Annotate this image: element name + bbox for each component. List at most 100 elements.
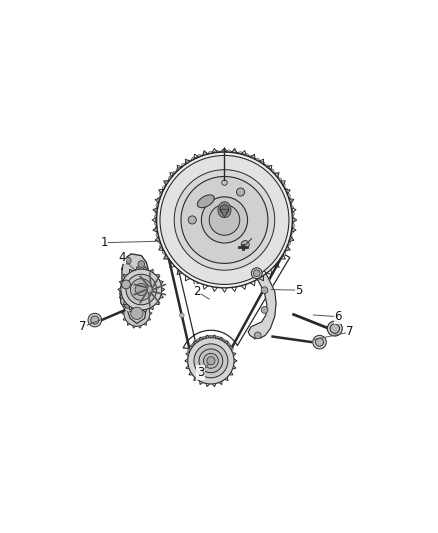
Circle shape <box>131 307 143 319</box>
Circle shape <box>180 313 184 318</box>
Circle shape <box>327 321 342 336</box>
Circle shape <box>289 229 294 234</box>
Circle shape <box>220 338 225 343</box>
Circle shape <box>253 270 260 277</box>
Circle shape <box>290 217 295 222</box>
Circle shape <box>277 178 282 183</box>
Circle shape <box>187 349 192 353</box>
Circle shape <box>221 340 226 344</box>
Circle shape <box>203 336 208 341</box>
Circle shape <box>203 353 219 368</box>
Circle shape <box>155 209 159 214</box>
Circle shape <box>220 150 225 155</box>
Circle shape <box>261 306 268 313</box>
Circle shape <box>284 246 288 251</box>
Circle shape <box>315 338 324 346</box>
Circle shape <box>197 155 202 159</box>
Circle shape <box>162 186 167 191</box>
Circle shape <box>244 154 249 158</box>
Circle shape <box>162 249 167 254</box>
Circle shape <box>330 324 339 333</box>
Circle shape <box>177 167 181 172</box>
Polygon shape <box>220 209 229 217</box>
Circle shape <box>254 332 261 339</box>
Circle shape <box>189 346 194 351</box>
Circle shape <box>198 338 203 343</box>
Circle shape <box>313 335 326 349</box>
Circle shape <box>154 221 159 225</box>
Circle shape <box>201 336 206 341</box>
Circle shape <box>238 152 243 156</box>
Circle shape <box>156 152 293 288</box>
Text: 1: 1 <box>100 236 108 249</box>
Circle shape <box>215 336 220 341</box>
Circle shape <box>283 188 288 193</box>
Circle shape <box>200 337 204 342</box>
Text: 4: 4 <box>118 251 126 264</box>
Circle shape <box>126 274 157 305</box>
Circle shape <box>155 227 159 231</box>
Circle shape <box>186 160 191 165</box>
Text: 5: 5 <box>296 284 303 297</box>
Circle shape <box>251 268 262 279</box>
Circle shape <box>205 336 209 341</box>
Circle shape <box>199 349 223 373</box>
Circle shape <box>210 335 215 340</box>
Circle shape <box>174 169 275 270</box>
Circle shape <box>208 335 213 340</box>
Circle shape <box>241 240 249 249</box>
Circle shape <box>209 205 240 235</box>
Circle shape <box>213 336 218 341</box>
Circle shape <box>121 269 162 310</box>
Text: 2: 2 <box>193 285 201 298</box>
Circle shape <box>131 279 152 301</box>
Circle shape <box>228 345 232 350</box>
Circle shape <box>290 223 294 228</box>
Circle shape <box>138 261 145 268</box>
Circle shape <box>124 301 150 326</box>
Circle shape <box>173 172 177 176</box>
Polygon shape <box>218 201 231 217</box>
Circle shape <box>250 156 254 160</box>
Circle shape <box>208 151 213 156</box>
Circle shape <box>156 203 161 207</box>
Circle shape <box>220 205 229 214</box>
Polygon shape <box>118 266 165 312</box>
Circle shape <box>159 191 164 196</box>
Circle shape <box>260 161 265 166</box>
Circle shape <box>138 302 145 308</box>
Circle shape <box>188 216 196 224</box>
Circle shape <box>194 341 198 345</box>
Circle shape <box>194 344 228 378</box>
Circle shape <box>156 232 161 237</box>
Circle shape <box>226 344 231 349</box>
Circle shape <box>217 337 222 342</box>
Circle shape <box>281 252 286 256</box>
Circle shape <box>226 343 230 348</box>
Circle shape <box>224 342 229 346</box>
Text: 7: 7 <box>346 326 354 338</box>
Circle shape <box>273 173 278 178</box>
Circle shape <box>223 340 227 345</box>
Circle shape <box>229 347 233 352</box>
Circle shape <box>222 180 227 185</box>
Circle shape <box>181 163 186 168</box>
Circle shape <box>214 150 219 155</box>
Circle shape <box>191 157 196 162</box>
Circle shape <box>290 211 294 216</box>
Circle shape <box>165 181 170 185</box>
Polygon shape <box>128 308 146 324</box>
Circle shape <box>218 337 223 342</box>
Circle shape <box>88 313 102 327</box>
Circle shape <box>188 338 234 384</box>
Circle shape <box>265 165 269 169</box>
Circle shape <box>135 284 148 296</box>
Circle shape <box>158 238 162 243</box>
Circle shape <box>280 183 285 188</box>
Circle shape <box>255 158 260 163</box>
Circle shape <box>206 335 211 340</box>
Polygon shape <box>185 335 237 386</box>
Circle shape <box>196 339 201 344</box>
Circle shape <box>190 345 195 350</box>
Circle shape <box>201 197 247 243</box>
